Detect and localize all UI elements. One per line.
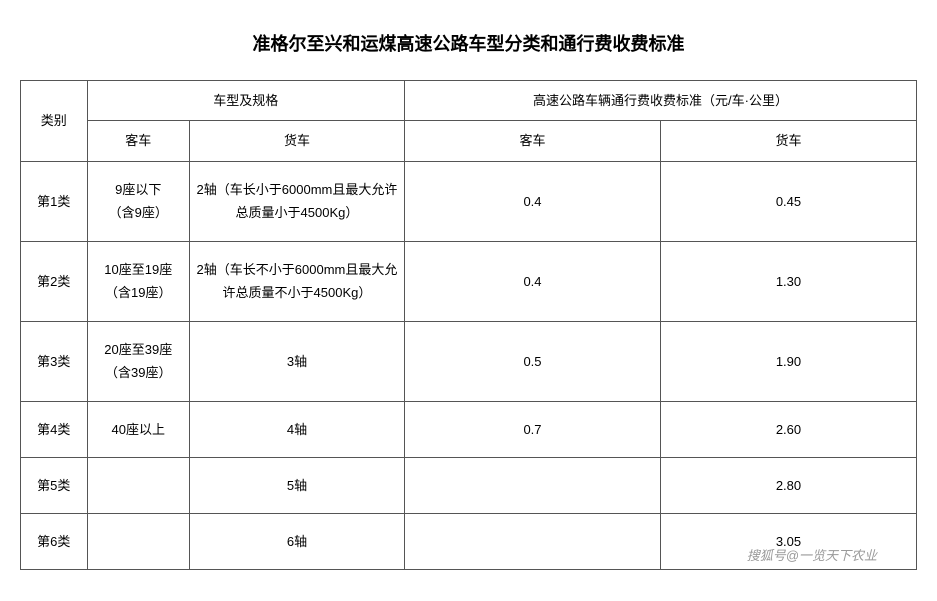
table-row: 第5类 5轴 2.80 <box>21 457 917 513</box>
cell-category: 第3类 <box>21 321 88 401</box>
cell-bus-spec: 9座以下 （含9座） <box>87 161 189 241</box>
cell-category: 第5类 <box>21 457 88 513</box>
cell-truck-spec: 3轴 <box>189 321 404 401</box>
header-fee-bus: 客车 <box>404 121 660 161</box>
cell-truck-spec: 5轴 <box>189 457 404 513</box>
bus-spec-line1: 20座至39座 <box>104 342 172 357</box>
cell-category: 第4类 <box>21 401 88 457</box>
table-row: 第2类 10座至19座 （含19座） 2轴（车长不小于6000mm且最大允许总质… <box>21 241 917 321</box>
fee-table: 类别 车型及规格 高速公路车辆通行费收费标准（元/车·公里） 客车 货车 客车 … <box>20 80 917 570</box>
cell-fee-truck: 3.05 <box>660 513 916 569</box>
cell-fee-bus <box>404 513 660 569</box>
table-body: 第1类 9座以下 （含9座） 2轴（车长小于6000mm且最大允许总质量小于45… <box>21 161 917 569</box>
table-header: 类别 车型及规格 高速公路车辆通行费收费标准（元/车·公里） 客车 货车 客车 … <box>21 81 917 162</box>
cell-fee-bus <box>404 457 660 513</box>
cell-fee-truck: 2.80 <box>660 457 916 513</box>
header-category: 类别 <box>21 81 88 162</box>
cell-category: 第6类 <box>21 513 88 569</box>
bus-spec-line2: （含39座） <box>105 365 171 380</box>
table-row: 第1类 9座以下 （含9座） 2轴（车长小于6000mm且最大允许总质量小于45… <box>21 161 917 241</box>
page-title: 准格尔至兴和运煤高速公路车型分类和通行费收费标准 <box>20 30 917 56</box>
bus-spec-line1: 9座以下 <box>115 182 161 197</box>
cell-fee-bus: 0.4 <box>404 241 660 321</box>
cell-fee-truck: 0.45 <box>660 161 916 241</box>
cell-category: 第1类 <box>21 161 88 241</box>
cell-truck-spec: 6轴 <box>189 513 404 569</box>
cell-fee-bus: 0.4 <box>404 161 660 241</box>
cell-bus-spec <box>87 513 189 569</box>
cell-fee-truck: 2.60 <box>660 401 916 457</box>
cell-bus-spec <box>87 457 189 513</box>
table-row: 第4类 40座以上 4轴 0.7 2.60 <box>21 401 917 457</box>
table-row: 第3类 20座至39座 （含39座） 3轴 0.5 1.90 <box>21 321 917 401</box>
cell-fee-truck: 1.90 <box>660 321 916 401</box>
header-fee-truck: 货车 <box>660 121 916 161</box>
header-truck: 货车 <box>189 121 404 161</box>
cell-bus-spec: 10座至19座 （含19座） <box>87 241 189 321</box>
header-fee-group: 高速公路车辆通行费收费标准（元/车·公里） <box>404 81 916 121</box>
cell-bus-spec: 40座以上 <box>87 401 189 457</box>
page-container: 准格尔至兴和运煤高速公路车型分类和通行费收费标准 类别 车型及规格 高速公路车辆… <box>20 30 917 570</box>
cell-category: 第2类 <box>21 241 88 321</box>
cell-truck-spec: 2轴（车长不小于6000mm且最大允许总质量不小于4500Kg） <box>189 241 404 321</box>
bus-spec-line2: （含19座） <box>105 285 171 300</box>
header-spec-group: 车型及规格 <box>87 81 404 121</box>
cell-truck-spec: 2轴（车长小于6000mm且最大允许总质量小于4500Kg） <box>189 161 404 241</box>
cell-truck-spec: 4轴 <box>189 401 404 457</box>
table-row: 第6类 6轴 3.05 <box>21 513 917 569</box>
cell-fee-bus: 0.7 <box>404 401 660 457</box>
cell-fee-bus: 0.5 <box>404 321 660 401</box>
bus-spec-line2: （含9座） <box>109 205 168 220</box>
cell-fee-truck: 1.30 <box>660 241 916 321</box>
cell-bus-spec: 20座至39座 （含39座） <box>87 321 189 401</box>
bus-spec-line1: 10座至19座 <box>104 262 172 277</box>
header-bus: 客车 <box>87 121 189 161</box>
